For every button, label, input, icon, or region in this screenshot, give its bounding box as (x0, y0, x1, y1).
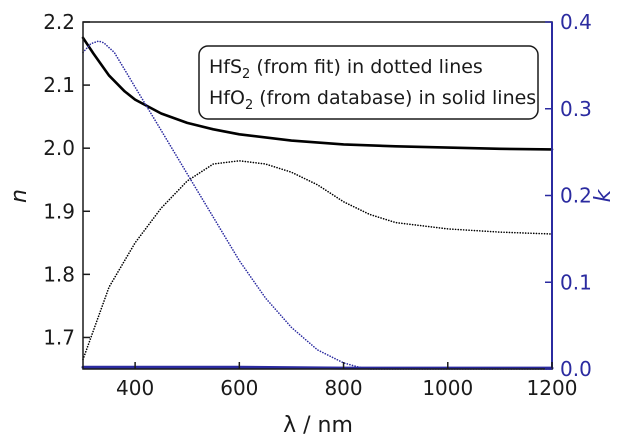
y-tick-label: 2.1 (43, 73, 75, 97)
y2-tick-label: 0.0 (560, 357, 592, 381)
k-solid-series-line-2 (81, 365, 554, 370)
y-tick-label: 1.9 (43, 199, 75, 223)
legend-box (198, 45, 539, 120)
legend: HfS2 (from fit) in dotted lines HfO2 (fr… (198, 45, 539, 120)
y-axis-title: n (7, 189, 32, 203)
x-tick-label: 400 (116, 376, 154, 400)
y2-tick-label: 0.4 (560, 10, 592, 34)
n-dotted-series-line-1 (82, 160, 553, 361)
y-tick-label: 1.7 (43, 325, 75, 349)
n-solid-series-line-0 (81, 36, 554, 151)
x-tick-label: 1000 (422, 376, 473, 400)
x-tick-label: 800 (324, 376, 362, 400)
y-tick-label: 2.0 (43, 136, 75, 160)
ticks-layer: 400 600 800 1000 1200 1.7 1.8 1.9 2.0 2.1 2.2 0.0 0.… (43, 10, 592, 400)
x-axis-title: λ / nm (283, 413, 353, 438)
y2-axis-title: k (591, 188, 616, 202)
legend-entry-hfs2: HfS2 (from fit) in dotted lines (209, 56, 483, 82)
y2-tick-label: 0.1 (560, 270, 592, 294)
y2-tick-label: 0.3 (560, 97, 592, 121)
k-dotted-series-line-3 (82, 40, 553, 370)
legend-entry-hfo2: HfO2 (from database) in solid lines (209, 87, 536, 113)
series-layer (81, 36, 554, 370)
y-tick-label: 2.2 (43, 10, 75, 34)
x-tick-label: 1200 (527, 376, 578, 400)
x-tick-label: 600 (220, 376, 258, 400)
y2-tick-label: 0.2 (560, 184, 592, 208)
y-tick-label: 1.8 (43, 262, 75, 286)
